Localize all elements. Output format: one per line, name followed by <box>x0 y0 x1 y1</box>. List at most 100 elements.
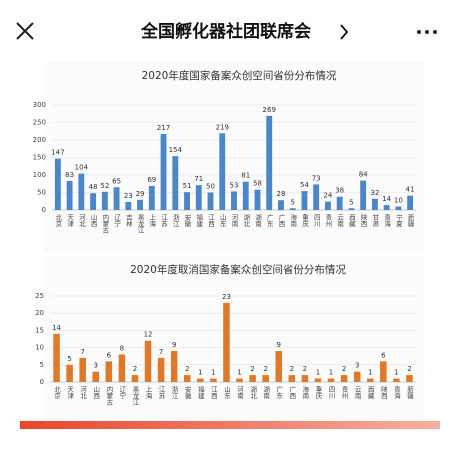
header-bar <box>0 0 458 62</box>
y-tick-label: 150 <box>33 154 46 162</box>
value-label: 3 <box>355 362 359 370</box>
value-label: 1 <box>394 369 398 377</box>
bar <box>406 375 413 382</box>
value-label: 28 <box>277 190 286 198</box>
y-tick-label: 15 <box>35 326 44 334</box>
more-button[interactable] <box>417 30 437 34</box>
bar <box>113 187 120 210</box>
value-label: 219 <box>216 123 229 131</box>
x-tick-label: 湖南 <box>253 213 261 228</box>
bar <box>254 189 261 210</box>
x-tick-label: 山西 <box>92 385 100 401</box>
value-label: 23 <box>124 192 133 200</box>
value-label: 7 <box>159 348 163 356</box>
value-label: 147 <box>51 149 64 157</box>
bar <box>157 357 165 382</box>
value-label: 65 <box>112 177 121 185</box>
bar <box>262 375 269 382</box>
bar <box>353 371 361 382</box>
bar <box>289 208 296 210</box>
y-tick-label: 300 <box>33 101 46 109</box>
y-tick-label: 0 <box>40 378 44 386</box>
value-label: 51 <box>183 182 192 190</box>
x-tick-label: 江西 <box>207 214 215 229</box>
x-tick-label: 河北 <box>77 214 85 229</box>
value-label: 5 <box>290 198 294 206</box>
bar <box>325 201 331 210</box>
x-tick-label: 广西 <box>277 213 285 229</box>
bar <box>53 333 60 382</box>
x-tick-label: 陕西 <box>379 385 387 401</box>
x-tick-label: 山东 <box>222 385 230 400</box>
x-tick-label: 江西 <box>209 386 217 401</box>
x-tick-label: 黑龙江 <box>136 214 144 234</box>
value-label: 2 <box>185 365 189 373</box>
x-tick-label: 上海 <box>144 385 152 401</box>
value-label: 1 <box>368 369 372 377</box>
chart-title: 2020年度取消国家备案众创空间省份分布情况 <box>130 263 346 276</box>
bar <box>54 158 61 210</box>
value-label: 24 <box>323 192 332 200</box>
x-tick-label: 青海 <box>392 385 400 401</box>
value-label: 2 <box>290 365 294 373</box>
bar <box>288 375 296 382</box>
value-label: 1 <box>211 369 215 377</box>
x-tick-label: 辽宁 <box>113 214 121 228</box>
value-label: 5 <box>349 198 353 206</box>
value-label: 8 <box>120 344 124 352</box>
value-label: 269 <box>263 106 276 114</box>
value-label: 2 <box>303 365 307 373</box>
value-label: 7 <box>80 348 84 356</box>
x-tick-label: 重庆 <box>300 214 308 229</box>
bar <box>92 371 100 382</box>
y-tick-label: 100 <box>33 171 46 179</box>
x-tick-label: 西藏 <box>347 214 355 229</box>
bar <box>366 378 374 382</box>
x-tick-label: 江苏 <box>160 214 168 229</box>
value-label: 52 <box>100 182 109 190</box>
value-label: 1 <box>329 369 333 377</box>
x-tick-label: 四川 <box>312 214 320 228</box>
value-label: 23 <box>222 293 231 301</box>
x-tick-label: 贵州 <box>340 385 348 400</box>
bar <box>360 180 367 210</box>
x-tick-label: 浙江 <box>171 213 179 228</box>
y-tick-label: 0 <box>42 206 46 214</box>
bar <box>219 133 226 210</box>
y-tick-label: 250 <box>33 119 46 127</box>
x-tick-label: 甘肃 <box>371 213 379 229</box>
y-tick-label: 5 <box>40 361 44 369</box>
bar <box>407 195 414 210</box>
bar <box>371 198 378 210</box>
value-label: 6 <box>381 351 386 359</box>
value-label: 12 <box>144 331 153 339</box>
x-tick-label: 贵州 <box>324 213 332 228</box>
x-tick-label: 福建 <box>196 385 204 401</box>
x-tick-label: 黑龙江 <box>131 386 139 406</box>
value-label: 1 <box>237 369 241 377</box>
x-tick-label: 湖南 <box>262 385 270 400</box>
value-label: 5 <box>67 355 71 363</box>
x-tick-label: 云南 <box>336 214 344 228</box>
x-tick-label: 广东 <box>265 213 273 228</box>
chevron[interactable] <box>340 24 349 40</box>
bar <box>90 193 97 210</box>
x-tick-label: 宁夏 <box>394 213 402 228</box>
x-tick-label: 上海 <box>148 213 156 229</box>
value-label: 73 <box>312 174 321 182</box>
x-tick-label: 天津 <box>66 386 74 401</box>
value-label: 1 <box>316 369 320 377</box>
bar <box>223 302 230 382</box>
x-tick-label: 福建 <box>195 213 203 229</box>
value-label: 9 <box>277 341 281 349</box>
bar <box>170 351 178 382</box>
x-tick-label: 陕西 <box>359 213 367 229</box>
x-tick-label: 河南 <box>230 214 238 228</box>
header-title[interactable]: 全国孵化器社团联席会 <box>140 21 311 42</box>
x-tick-label: 内蒙古 <box>105 385 113 407</box>
x-tick-label: 安徽 <box>183 213 191 229</box>
close-button[interactable] <box>16 22 34 40</box>
bar <box>184 192 190 210</box>
value-label: 14 <box>52 324 61 332</box>
